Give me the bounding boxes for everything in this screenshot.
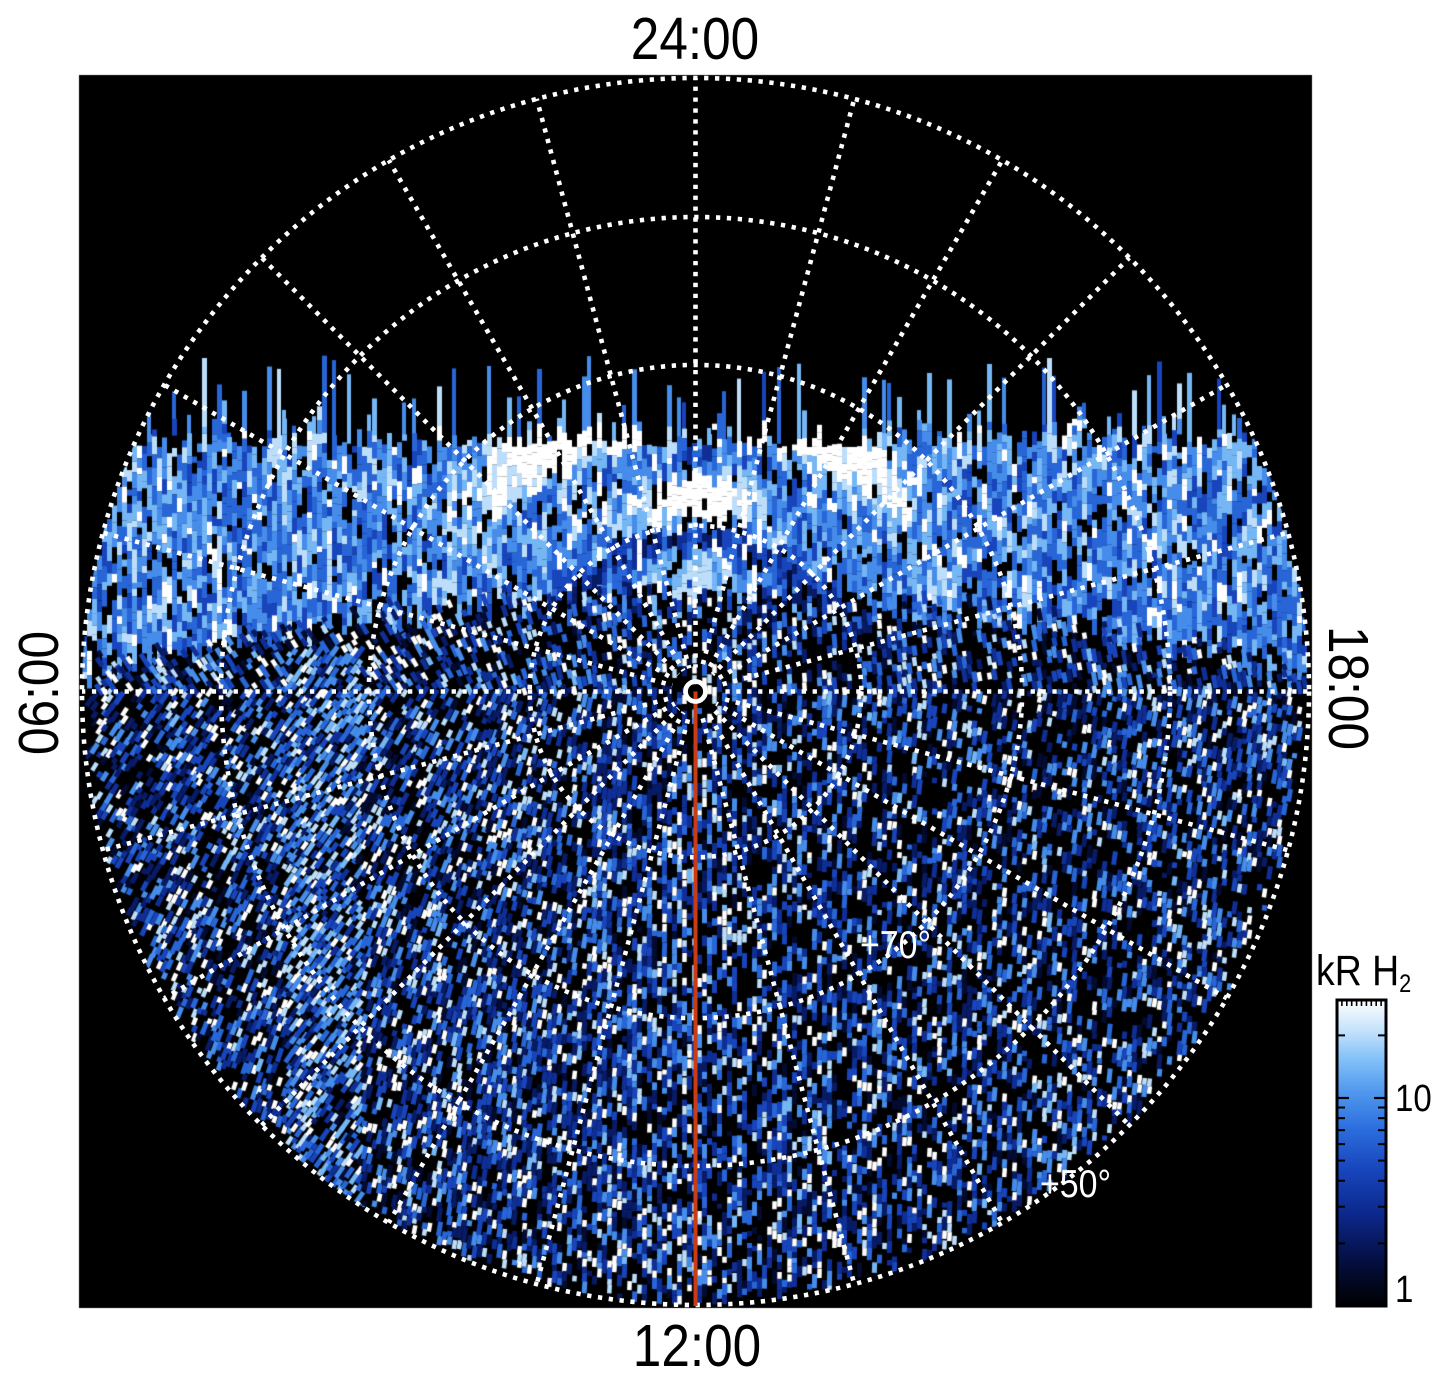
svg-text:1: 1 bbox=[1395, 1268, 1413, 1311]
svg-text:24:00: 24:00 bbox=[631, 6, 759, 72]
svg-text:10: 10 bbox=[1395, 1077, 1432, 1120]
svg-text:+70°: +70° bbox=[860, 923, 931, 967]
svg-text:06:00: 06:00 bbox=[8, 631, 71, 755]
svg-text:+50°: +50° bbox=[1040, 1162, 1111, 1206]
svg-text:18:00: 18:00 bbox=[1316, 626, 1379, 750]
svg-text:kR H2: kR H2 bbox=[1316, 947, 1411, 998]
svg-text:12:00: 12:00 bbox=[633, 1313, 761, 1379]
